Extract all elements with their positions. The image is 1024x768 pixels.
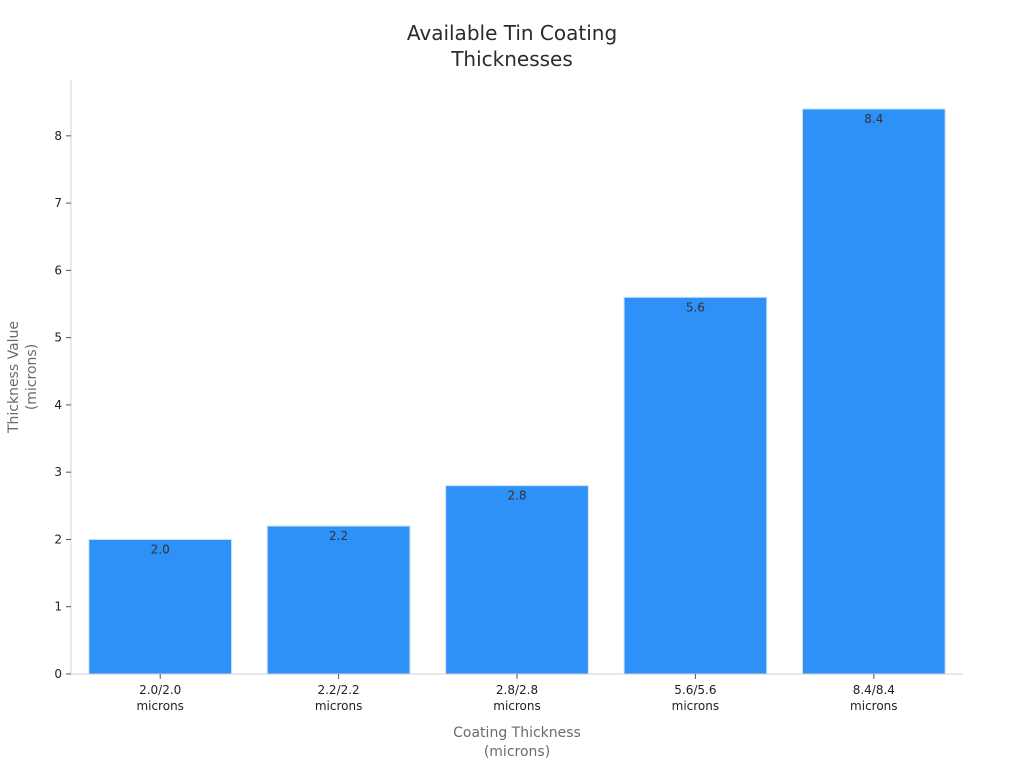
chart-title: Available Tin Coating Thicknesses (406, 21, 618, 71)
data-labels: 2.0 2.2 2.8 5.6 8.4 (151, 112, 884, 557)
y-tick-label: 1 (54, 600, 62, 614)
data-label: 2.0 (151, 542, 170, 556)
bar (623, 296, 768, 675)
x-tick-label: 2.2/2.2 microns (315, 683, 363, 713)
data-label: 2.8 (507, 489, 526, 503)
y-tick-label: 6 (54, 263, 62, 277)
bar (801, 108, 946, 675)
bar (445, 485, 589, 675)
y-tick-label: 7 (54, 196, 62, 210)
data-label: 8.4 (864, 112, 883, 126)
data-label: 2.2 (329, 529, 348, 543)
y-tick-label: 0 (54, 667, 62, 681)
y-tick-label: 5 (54, 331, 62, 345)
x-axis-title: Coating Thickness (microns) (453, 725, 581, 760)
bars (88, 108, 946, 675)
y-tick-label: 3 (54, 465, 62, 479)
x-tick-label: 2.8/2.8 microns (493, 683, 541, 713)
bar (266, 525, 411, 675)
x-axis: 2.0/2.0 microns 2.2/2.2 microns 2.8/2.8 micro… (71, 673, 963, 713)
data-label: 5.6 (686, 300, 705, 314)
x-tick-label: 2.0/2.0 microns (136, 683, 184, 713)
x-tick-label: 5.6/5.6 microns (672, 683, 720, 713)
axis-titles: Coating Thickness (microns) Thickness Valu… (6, 321, 581, 760)
y-tick-label: 2 (54, 532, 62, 546)
y-axis-title: Thickness Value (microns) (6, 321, 40, 434)
x-tick-label: 8.4/8.4 microns (850, 683, 898, 713)
y-tick-label: 8 (54, 129, 62, 143)
y-axis: 0 1 2 3 4 5 6 7 8 (54, 80, 72, 681)
y-tick-label: 4 (54, 398, 62, 412)
bar (88, 538, 233, 675)
